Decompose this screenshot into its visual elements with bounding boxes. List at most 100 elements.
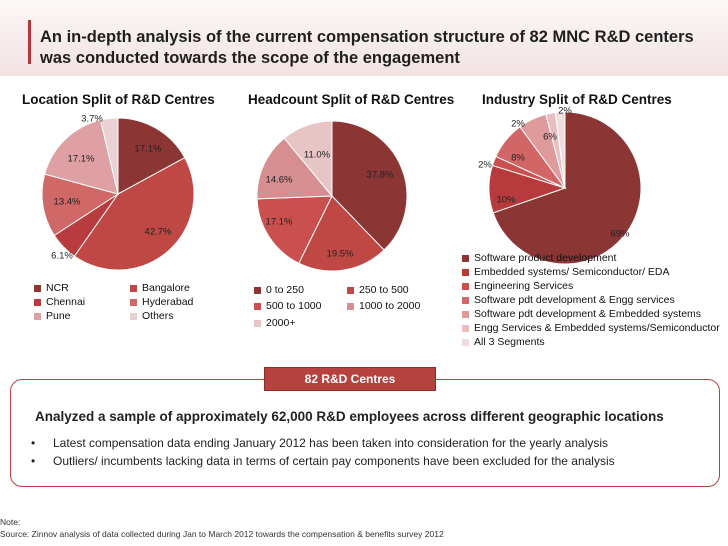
- chart-title-headcount: Headcount Split of R&D Centres: [248, 92, 455, 107]
- swatch-2000plus: [254, 319, 261, 327]
- legend-text-spd-embedded: Software pdt development & Embedded syst…: [474, 308, 702, 320]
- label-headcount-500-1000: 17.1%: [265, 216, 293, 228]
- swatch-1000-2000: [347, 302, 354, 310]
- legend-text-500-1000: 500 to 1000: [266, 300, 322, 312]
- legend-text-hyderabad: Hyderabad: [142, 296, 194, 308]
- swatch-embedded: [462, 268, 469, 276]
- swatch-500-1000: [254, 302, 261, 310]
- legend-item-hyderabad: Hyderabad: [130, 296, 193, 308]
- header-band: An in-depth analysis of the current comp…: [0, 0, 728, 76]
- legend-text-software: Software product development: [474, 252, 617, 264]
- swatch-pune: [34, 312, 41, 320]
- legend-item-ncr: NCR: [34, 282, 69, 294]
- pie-slice-location-1: [73, 157, 195, 271]
- legend-text-spd-engg: Software pdt development & Engg services: [474, 294, 675, 306]
- swatch-chennai: [34, 298, 41, 306]
- legend-item-pune: Pune: [34, 310, 71, 322]
- swatch-ncr: [34, 284, 41, 292]
- pie-slice-headcount-0: [331, 120, 408, 251]
- summary-box: Analyzed a sample of approximately 62,00…: [10, 379, 720, 487]
- legend-item-bangalore: Bangalore: [130, 282, 190, 294]
- center-label: 82 R&D Centres: [264, 367, 436, 391]
- legend-text-embedded: Embedded systems/ Semiconductor/ EDA: [474, 266, 670, 278]
- pie-slice-industry-6: [554, 111, 566, 189]
- legend-text-others: Others: [142, 310, 174, 322]
- pie-slice-location-0: [117, 117, 186, 195]
- label-location-chennai: 6.1%: [51, 250, 73, 262]
- swatch-spd-engg: [462, 296, 469, 304]
- label-industry-engg-services: 2%: [478, 159, 492, 171]
- legend-item-spd-engg: Software pdt development & Engg services: [462, 294, 675, 306]
- legend-item-1000-2000: 1000 to 2000: [347, 300, 420, 312]
- label-location-hyderabad: 13.4%: [53, 196, 81, 208]
- pie-slice-location-3: [41, 173, 120, 237]
- label-headcount-250-500: 19.5%: [326, 248, 354, 260]
- legend-text-ncr: NCR: [46, 282, 69, 294]
- summary-bullet-text-2: Outliers/ incumbents lacking data in ter…: [53, 454, 615, 468]
- pie-slice-headcount-4: [283, 120, 333, 198]
- swatch-others: [130, 312, 137, 320]
- swatch-engg-services: [462, 282, 469, 290]
- legend-item-spd-embedded: Software pdt development & Embedded syst…: [462, 308, 701, 320]
- pie-slice-headcount-1: [298, 195, 385, 272]
- legend-text-2000plus: 2000+: [266, 317, 296, 329]
- legend-item-500-1000: 500 to 1000: [254, 300, 321, 312]
- pie-slice-headcount-2: [256, 195, 333, 264]
- legend-text-engg-services: Engineering Services: [474, 280, 574, 292]
- pie-slice-location-4: [44, 119, 119, 195]
- label-industry-software: 69%: [610, 228, 630, 240]
- legend-item-0-250: 0 to 250: [254, 284, 304, 296]
- label-industry-spd-engg: 8%: [511, 152, 525, 164]
- note-heading: Note:: [0, 517, 21, 527]
- chart-title-industry: Industry Split of R&D Centres: [482, 92, 672, 107]
- legend-text-engg-embedded: Engg Services & Embedded systems/Semicon…: [474, 322, 720, 334]
- legend-text-1000-2000: 1000 to 2000: [359, 300, 421, 312]
- legend-item-others: Others: [130, 310, 174, 322]
- label-location-bangalore: 42.7%: [144, 226, 172, 238]
- swatch-all3: [462, 338, 469, 346]
- slide-title: An in-depth analysis of the current comp…: [40, 28, 694, 67]
- legend-item-embedded: Embedded systems/ Semiconductor/ EDA: [462, 266, 670, 278]
- label-industry-all3: 2%: [558, 105, 572, 117]
- summary-bullet-1: • Latest compensation data ending January…: [31, 436, 608, 450]
- pie-slice-industry-0: [492, 111, 642, 265]
- legend-text-250-500: 250 to 500: [359, 284, 409, 296]
- legend-item-software: Software product development: [462, 252, 616, 264]
- label-headcount-1000-2000: 14.6%: [265, 174, 293, 186]
- legend-item-chennai: Chennai: [34, 296, 85, 308]
- swatch-0-250: [254, 286, 261, 294]
- label-location-others: 3.7%: [81, 113, 103, 125]
- legend-item-250-500: 250 to 500: [347, 284, 409, 296]
- pie-slice-headcount-3: [256, 137, 334, 200]
- swatch-software: [462, 254, 469, 262]
- footnote: Note: Source: Zinnov analysis of data co…: [0, 516, 444, 540]
- chart-title-location: Location Split of R&D Centres: [22, 92, 215, 107]
- label-location-pune: 17.1%: [67, 153, 95, 165]
- swatch-hyderabad: [130, 298, 137, 306]
- label-headcount-0-250: 37.8%: [366, 169, 394, 181]
- note-source: Source: Zinnov analysis of data collecte…: [0, 529, 444, 539]
- swatch-bangalore: [130, 284, 137, 292]
- bullet-dot-1: •: [31, 436, 36, 450]
- label-industry-spd-embedded: 6%: [543, 131, 557, 143]
- swatch-engg-embedded: [462, 324, 469, 332]
- summary-bullet-2: • Outliers/ incumbents lacking data in te…: [31, 454, 615, 468]
- label-industry-embedded: 10%: [496, 194, 516, 206]
- legend-text-0-250: 0 to 250: [266, 284, 304, 296]
- swatch-250-500: [347, 286, 354, 294]
- legend-text-chennai: Chennai: [46, 296, 86, 308]
- legend-text-bangalore: Bangalore: [142, 282, 190, 294]
- legend-item-engg-embedded: Engg Services & Embedded systems/Semicon…: [462, 322, 720, 334]
- label-industry-engg-embedded: 2%: [511, 118, 525, 130]
- label-headcount-2000plus: 11.0%: [303, 149, 331, 161]
- swatch-spd-embedded: [462, 310, 469, 318]
- pie-slice-location-5: [99, 117, 119, 195]
- summary-headline: Analyzed a sample of approximately 62,00…: [35, 409, 664, 424]
- label-location-ncr: 17.1%: [134, 143, 162, 155]
- legend-text-all3: All 3 Segments: [474, 336, 545, 348]
- title-accent-bar: [28, 20, 31, 64]
- summary-bullet-text-1: Latest compensation data ending January …: [53, 436, 609, 450]
- legend-item-2000plus: 2000+: [254, 317, 296, 329]
- legend-item-engg-services: Engineering Services: [462, 280, 573, 292]
- legend-item-all3: All 3 Segments: [462, 336, 545, 348]
